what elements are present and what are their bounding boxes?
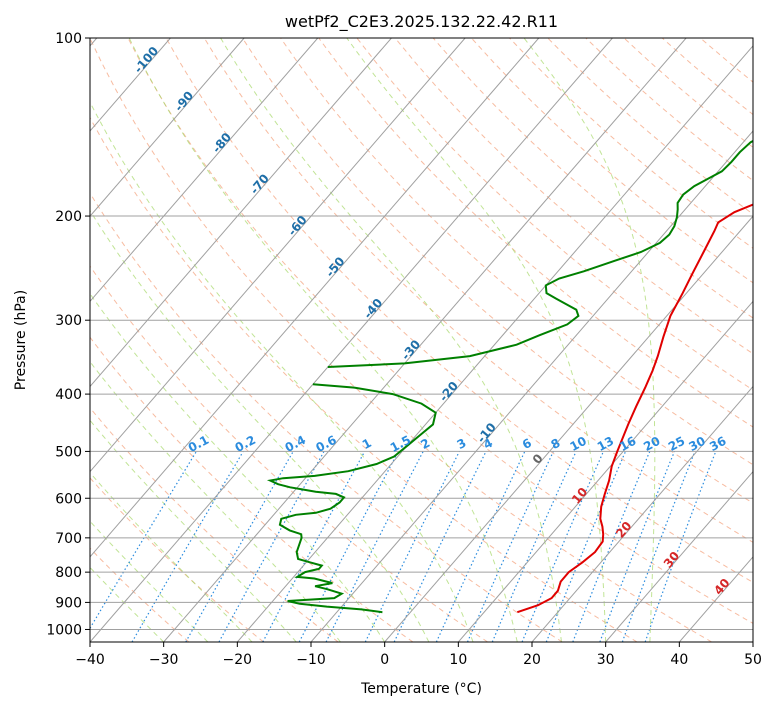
y-tick-label: 700: [55, 531, 82, 547]
y-tick-label: 200: [55, 209, 82, 225]
isotherm: [531, 385, 753, 642]
dry-adiabat: [471, 38, 753, 284]
isotherm: [90, 38, 540, 558]
y-tick-label: 900: [55, 595, 82, 611]
moist-adiabat: [90, 209, 430, 642]
isotherm: [384, 215, 753, 642]
isotherm: [90, 38, 392, 388]
y-tick-label: 1000: [46, 622, 82, 638]
y-axis-label: Pressure (hPa): [13, 290, 29, 390]
x-tick-label: 20: [523, 652, 541, 668]
isotherm: [90, 38, 466, 473]
isotherm: [310, 130, 753, 642]
dry-adiabat: [280, 38, 753, 466]
mixing-ratio-label: 13: [595, 434, 616, 454]
mixing-ratio-line: [545, 451, 627, 642]
mixing-ratio-line: [644, 451, 717, 642]
x-tick-label: −10: [296, 652, 326, 668]
mixing-ratio-line: [521, 451, 604, 642]
dry-adiabat: [241, 38, 753, 504]
dry-adiabat: [356, 38, 753, 391]
plot-frame: [89, 37, 754, 643]
x-tick-label: 30: [597, 652, 615, 668]
mixing-ratio-line: [185, 451, 294, 642]
mixing-ratio-label: 30: [686, 434, 707, 454]
mixing-ratio-label: 20: [641, 434, 662, 454]
moist-adiabat: [346, 38, 607, 642]
x-tick-label: −40: [75, 652, 105, 668]
mixing-ratio-line: [621, 451, 696, 642]
chart-title: wetPf2_C2E3.2025.132.22.42.R11: [285, 12, 558, 32]
x-axis: −40 −30 −20 −10 0 10 20 30 40 50: [75, 642, 762, 668]
isotherm: [236, 45, 753, 642]
dry-adiabat: [90, 192, 563, 642]
mixing-ratio-line: [466, 451, 554, 642]
y-tick-label: 300: [55, 313, 82, 329]
isotherm: [90, 38, 245, 217]
mixing-ratio-line: [572, 451, 651, 642]
mixing-ratio-line: [218, 451, 325, 642]
profile-lines: [266, 139, 753, 614]
x-tick-label: −30: [149, 652, 179, 668]
x-tick-label: 10: [449, 652, 467, 668]
moist-adiabat: [220, 38, 562, 642]
isotherm: [457, 300, 753, 642]
moist-adiabat: [90, 292, 386, 642]
mixing-ratio-line: [325, 451, 424, 642]
mixing-ratio-line: [599, 451, 676, 642]
dry-adiabat: [90, 116, 638, 642]
isotherm: [90, 38, 319, 303]
mixing-ratio-label: 25: [666, 434, 687, 454]
dewpoint-profile: [266, 383, 437, 614]
mixing-ratio-line: [262, 451, 366, 642]
mixing-ratio-label: 10: [568, 434, 589, 454]
mixing-ratio-line: [364, 451, 460, 642]
moist-adiabat: [90, 101, 474, 642]
y-tick-label: 800: [55, 565, 82, 581]
isotherm: [90, 38, 613, 642]
y-axis: 100 200 300 400 500 600 700 800 900 1000: [46, 31, 90, 638]
dry-adiabat: [90, 477, 264, 642]
mixing-ratio-label: 36: [707, 434, 728, 454]
isotherm: [605, 470, 753, 642]
moist-adiabat: [128, 38, 518, 642]
y-tick-label: 400: [55, 387, 82, 403]
x-tick-label: 50: [744, 652, 762, 668]
y-tick-label: 500: [55, 444, 82, 460]
grid-lines: [90, 38, 753, 642]
y-tick-label: 600: [55, 491, 82, 507]
x-tick-label: 0: [380, 652, 389, 668]
dry-adiabat: [90, 407, 339, 642]
x-axis-label: Temperature (°C): [360, 681, 482, 697]
mixing-ratio-label: 16: [617, 434, 638, 454]
y-tick-label: 100: [55, 31, 82, 47]
moist-adiabat: [523, 38, 656, 642]
dry-adiabat: [127, 38, 753, 624]
temperature-profile: [516, 203, 753, 614]
x-tick-label: 40: [670, 652, 688, 668]
dewpoint-profile: [327, 139, 753, 368]
isotherm: [163, 38, 687, 642]
dry-adiabat: [90, 38, 712, 642]
x-tick-label: −20: [223, 652, 253, 668]
